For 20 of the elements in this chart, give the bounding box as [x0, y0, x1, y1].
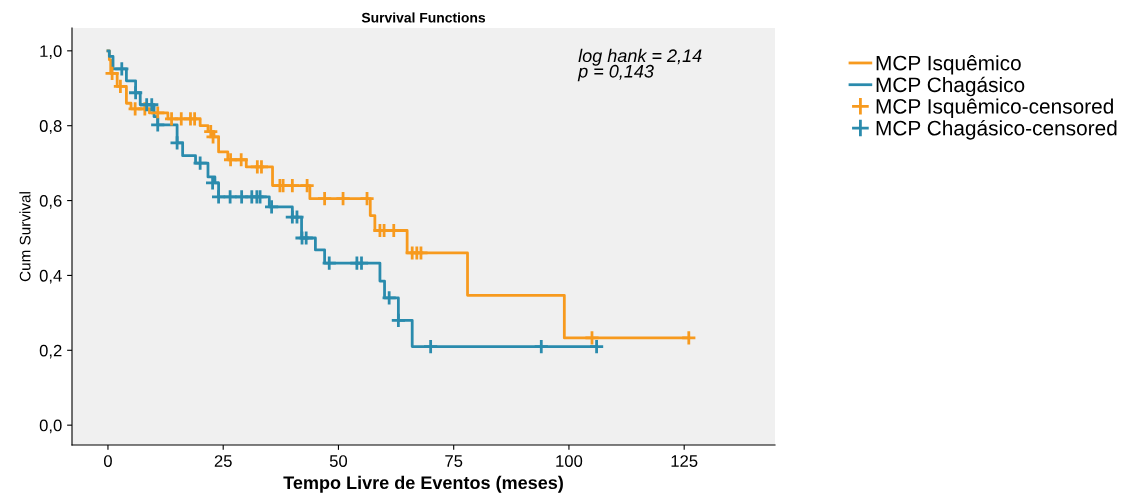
annotation: log hank = 2,14 p = 0,143 — [577, 48, 702, 82]
x-axis-title: Tempo Livre de Eventos (meses) — [283, 475, 563, 493]
y-tick-label: 1,0 — [40, 45, 62, 60]
legend-label: MCP Isquêmico-censored — [876, 98, 1113, 118]
y-tick-label: 0,8 — [39, 120, 62, 134]
legend-label: MCP Chagásico — [876, 76, 1025, 97]
y-tick-label: 0,2 — [39, 344, 62, 359]
x-tick-label: 50 — [329, 455, 348, 467]
x-tick-label: 25 — [214, 455, 232, 467]
y-axis-title: Cum Survival — [19, 192, 31, 282]
x-tick-label: 125 — [671, 455, 698, 467]
legend-label: MCP Chagásico-censored — [876, 119, 1117, 140]
y-tick-label: 0,0 — [39, 419, 62, 434]
y-tick-label: 0,6 — [39, 194, 62, 209]
x-tick-label: 100 — [556, 455, 583, 467]
x-tick-label: 0 — [103, 455, 112, 467]
x-tick-label: 75 — [445, 455, 463, 467]
y-tick-label: 0,4 — [39, 269, 62, 284]
chart-title: Survival Functions — [361, 12, 486, 23]
legend-label: MCP Isquêmico — [876, 55, 1021, 75]
